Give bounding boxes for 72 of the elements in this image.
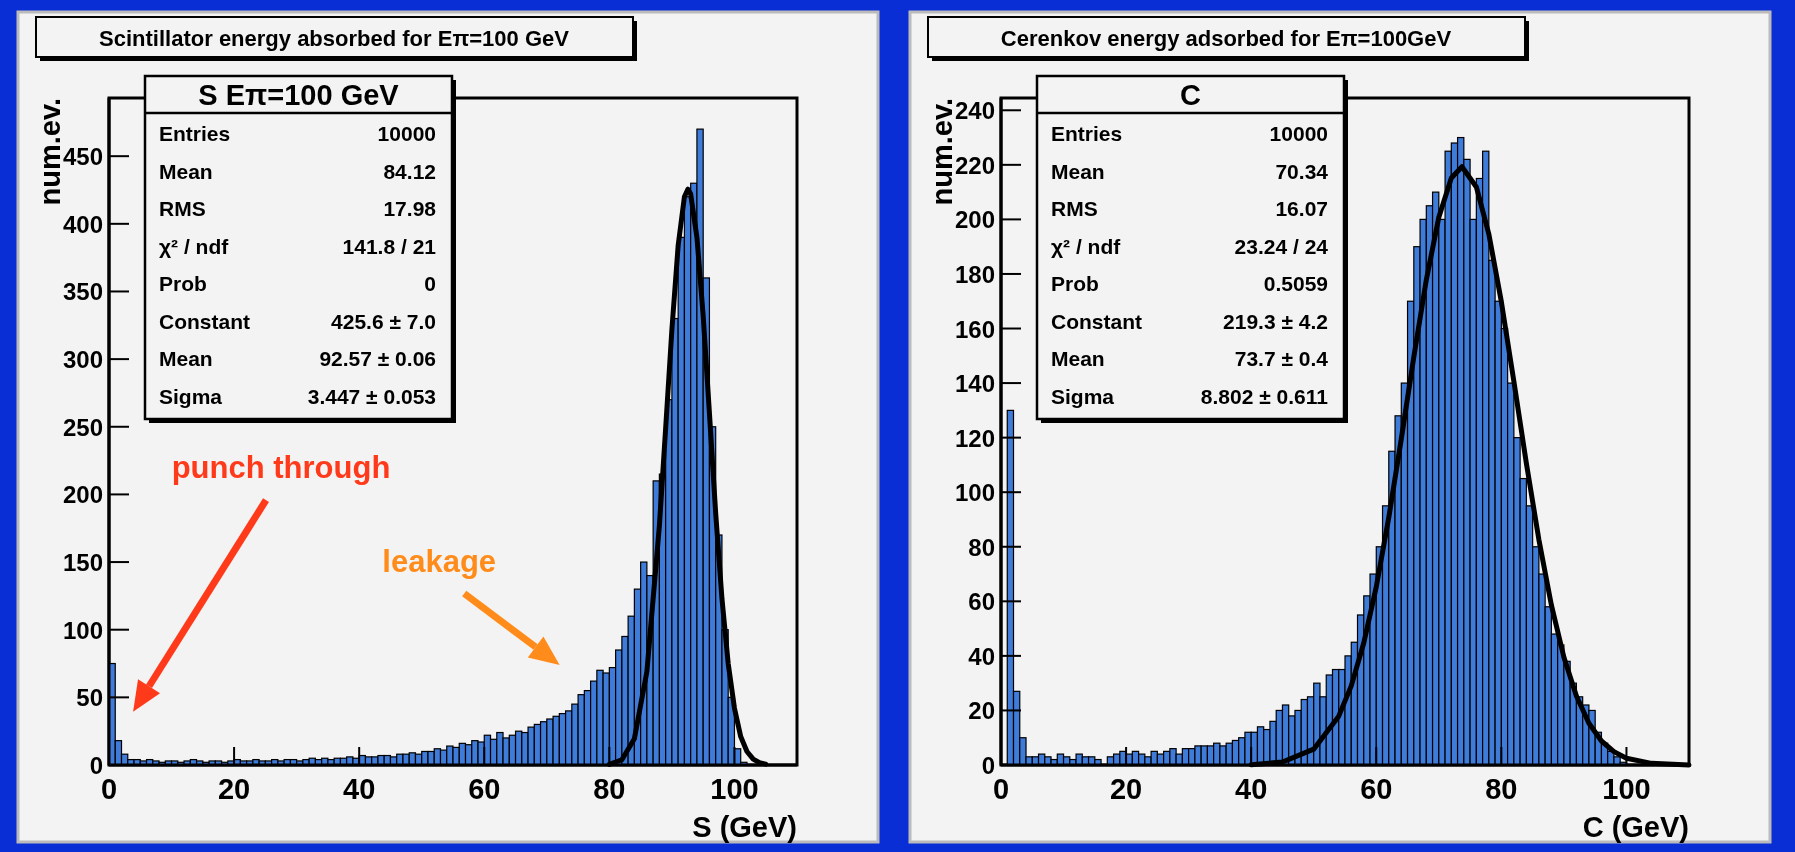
annotation: Sigma (159, 384, 223, 408)
annotation: RMS (159, 197, 206, 220)
chart-subtitle: S Eπ=100 GeV (198, 79, 400, 111)
y-tick-label: 0 (89, 752, 103, 779)
annotation: punch through (171, 450, 391, 486)
annotation: Prob (1051, 272, 1099, 295)
y-tick-label: 100 (62, 616, 103, 644)
annotation: 84.12 (383, 159, 436, 183)
x-tick-label: 20 (1109, 773, 1143, 805)
x-axis-title: C (GeV) (1582, 811, 1689, 843)
annotation: Entries (1051, 122, 1123, 145)
annotation: 10000 (377, 122, 436, 145)
annotation: Mean (159, 347, 213, 370)
annotation: 16.07 (1275, 197, 1328, 220)
x-tick-label: 40 (343, 773, 376, 805)
annotation: 10000 (1269, 122, 1328, 145)
chart-subtitle: C (1180, 79, 1202, 111)
y-tick-label: 180 (954, 260, 995, 288)
x-tick-label: 40 (1235, 773, 1268, 805)
x-tick-label: 100 (1602, 773, 1651, 805)
y-tick-label: 80 (968, 533, 995, 561)
annotation: Mean (159, 159, 213, 183)
annotation: Constant (159, 309, 250, 333)
y-tick-label: 200 (62, 481, 103, 509)
annotation: 23.24 / 24 (1234, 234, 1329, 258)
annotation: Prob (159, 272, 207, 295)
x-tick-label: 60 (1360, 773, 1393, 805)
annotation: 0 (424, 272, 436, 295)
x-tick-label: 100 (710, 773, 759, 805)
annotation: Sigma (1051, 384, 1115, 408)
annotation: χ² / ndf (1051, 234, 1122, 258)
y-tick-label: 150 (62, 549, 103, 577)
annotation: 17.98 (383, 197, 437, 220)
x-tick-label: 60 (468, 773, 501, 805)
y-tick-label: 120 (954, 424, 995, 452)
annotation: Entries (159, 122, 231, 145)
annotation: 70.34 (1275, 159, 1329, 183)
y-tick-label: 40 (968, 642, 995, 670)
y-tick-label: 300 (62, 346, 103, 374)
annotation: Mean (1051, 347, 1105, 370)
chart-title: Scintillator energy absorbed for Eπ=100 GeV (99, 26, 570, 51)
annotation: leakage (382, 543, 497, 579)
y-tick-label: 200 (954, 206, 995, 234)
annotation: 219.3 ± 4.2 (1223, 309, 1328, 333)
y-tick-label: 240 (954, 97, 995, 125)
annotation: 0.5059 (1263, 272, 1328, 295)
x-tick-label: 80 (593, 773, 626, 805)
chart-title: Cerenkov energy adsorbed for Eπ=100GeV (1000, 26, 1452, 51)
y-tick-label: 50 (76, 684, 103, 712)
annotation: 73.7 ± 0.4 (1234, 347, 1329, 370)
y-tick-label: 60 (968, 588, 995, 616)
x-tick-label: 80 (1485, 773, 1518, 805)
annotation: RMS (1051, 197, 1098, 220)
annotation: 8.802 ± 0.611 (1200, 384, 1329, 408)
y-tick-label: 20 (968, 697, 995, 725)
y-tick-label: 250 (62, 413, 103, 441)
annotation: 3.447 ± 0.053 (307, 384, 436, 408)
y-tick-label: 160 (954, 315, 995, 343)
annotation: χ² / ndf (159, 234, 230, 258)
annotation: 92.57 ± 0.06 (319, 347, 436, 370)
y-tick-label: 0 (981, 752, 995, 779)
annotation: Mean (1051, 159, 1105, 183)
x-tick-label: 20 (217, 773, 251, 805)
y-tick-label: 100 (954, 479, 995, 507)
annotation: Constant (1051, 309, 1142, 333)
annotation: 141.8 / 21 (342, 234, 437, 258)
y-tick-label: 350 (62, 278, 103, 306)
x-axis-title: S (GeV) (692, 811, 797, 843)
y-tick-label: 400 (62, 210, 103, 238)
y-tick-label: 140 (954, 370, 995, 398)
y-tick-label: 220 (954, 151, 995, 179)
annotation: 425.6 ± 7.0 (331, 309, 436, 333)
